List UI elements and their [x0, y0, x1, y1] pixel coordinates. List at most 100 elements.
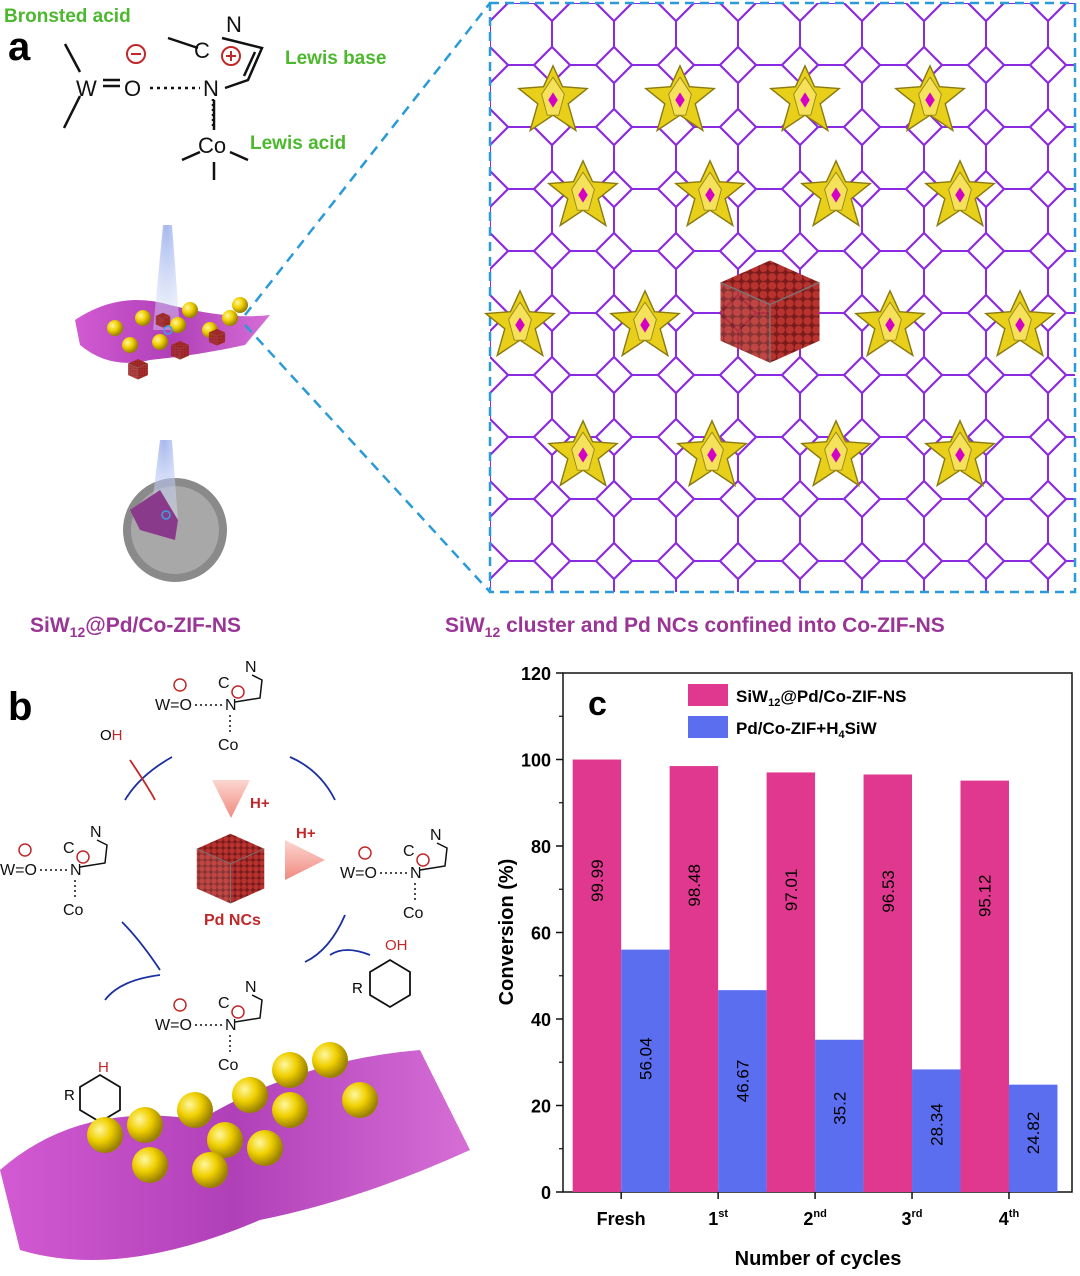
siw12-particle-icon [272, 1052, 308, 1088]
x-tick-label: 2nd [803, 1208, 826, 1229]
bar-value-label: 97.01 [782, 869, 801, 912]
atom-Co: Co [198, 133, 226, 158]
bar-value-label: 96.53 [879, 870, 898, 913]
svg-text:W=O: W=O [155, 1017, 192, 1034]
y-tick-label: 20 [531, 1097, 551, 1117]
siw12-particle-icon [232, 1077, 268, 1113]
panel-label-a: a [8, 25, 31, 69]
x-tick-label: 1st [708, 1208, 728, 1229]
panel-label-b: b [8, 685, 32, 729]
atom-C: C [194, 38, 210, 63]
bar-series2 [718, 990, 767, 1192]
lewis-acid-label: Lewis acid [250, 133, 346, 154]
atom-N2: N [226, 12, 242, 37]
y-axis-label: Conversion (%) [496, 859, 518, 1006]
nanosheet-surface [0, 1050, 470, 1260]
bar-series1 [669, 766, 719, 1192]
x-tick-label: 3rd [902, 1208, 923, 1229]
bar-value-label: 24.82 [1024, 1112, 1043, 1155]
legend-swatch-series2 [688, 716, 728, 738]
bar-value-label: 35.2 [830, 1092, 849, 1125]
cycle-arrows [104, 756, 371, 1001]
bar-value-label: 99.99 [588, 859, 607, 902]
lewis-base-label: Lewis base [285, 48, 386, 69]
svg-text:Co: Co [218, 1057, 239, 1074]
bar-value-label: 98.48 [685, 864, 704, 907]
phenol-r: R [352, 980, 363, 997]
svg-text:Co: Co [218, 737, 239, 754]
microsphere-illustration [123, 440, 227, 582]
svg-text:C: C [403, 843, 415, 860]
panel-a: a Bronsted acid Lewis base Lewis acid W … [4, 6, 386, 180]
catalyst-intermediate: W=O NCN Co [155, 659, 263, 754]
svg-text:W=O: W=O [155, 697, 192, 714]
panel-label-c: c [588, 685, 607, 723]
negative-charge-icon [126, 44, 146, 64]
siw12-particle-icon [312, 1042, 348, 1078]
y-tick-label: 80 [531, 837, 551, 857]
catalyst-intermediate: W=O NCN Co [0, 824, 108, 919]
catalyst-intermediate: W=O NCN Co [340, 827, 448, 922]
legend-label-series1: SiW12@Pd/Co-ZIF-NS [736, 687, 906, 709]
svg-text:C: C [218, 675, 230, 692]
zif-lattice-view [485, 1, 1077, 594]
siw12-particle-icon [207, 1122, 243, 1158]
siw12-particle-icon [342, 1082, 378, 1118]
pd-ncs-label: Pd NCs [204, 912, 261, 929]
siw12-particle-icon [132, 1147, 168, 1183]
caption-left: SiW12@Pd/Co-ZIF-NS [30, 614, 241, 640]
siw12-particle-icon [127, 1107, 163, 1143]
x-tick-label: Fresh [597, 1209, 646, 1229]
atom-O: O [124, 76, 141, 101]
legend-swatch-series1 [688, 684, 728, 706]
bar-value-label: 56.04 [636, 1037, 655, 1080]
svg-text:Co: Co [63, 902, 84, 919]
h-plus-label-2: H+ [296, 825, 316, 842]
x-axis-label: Number of cycles [735, 1248, 902, 1270]
y-tick-label: 0 [541, 1183, 551, 1203]
siw12-particle-icon [247, 1130, 283, 1166]
proton-arrow-down-icon [212, 780, 250, 818]
molecule-structure [62, 36, 264, 180]
bar-value-label: 28.34 [927, 1103, 946, 1146]
product-r: R [64, 1087, 75, 1104]
siw12-particle-icon [272, 1092, 308, 1128]
positive-charge-icon [221, 46, 241, 66]
zoom-guide-lines [244, 2, 491, 593]
bar-series2 [621, 949, 670, 1192]
product-h: H [98, 1059, 109, 1076]
svg-text:C: C [63, 840, 75, 857]
proton-arrow-right-icon [285, 840, 325, 880]
svg-text:N: N [90, 824, 102, 841]
isopropanol-oh: OH [100, 727, 123, 744]
bar-series1 [960, 780, 1009, 1192]
svg-text:C: C [218, 995, 230, 1012]
svg-text:N: N [430, 827, 442, 844]
bar-value-label: 46.67 [733, 1060, 752, 1103]
bar-series2 [912, 1069, 961, 1192]
siw12-particle-icon [87, 1117, 123, 1153]
svg-text:W=O: W=O [0, 862, 37, 879]
svg-text:N: N [225, 697, 237, 714]
panel-c-chart: c SiW12@Pd/Co-ZIF-NS Pd/Co-ZIF+H4SiW Num… [496, 664, 1073, 1270]
pd-nanocube-b [196, 833, 265, 904]
svg-text:N: N [70, 862, 82, 879]
bar-series2 [1008, 1084, 1058, 1192]
svg-text:N: N [245, 659, 257, 676]
bar-series1 [766, 772, 816, 1192]
y-tick-label: 40 [531, 1010, 551, 1030]
y-tick-label: 100 [521, 751, 551, 771]
bronsted-acid-label: Bronsted acid [4, 6, 131, 27]
probe-cone-icon [153, 225, 180, 330]
h-plus-label-1: H+ [250, 795, 270, 812]
legend-label-series2: Pd/Co-ZIF+H4SiW [736, 719, 878, 741]
catalyst-intermediate: W=O NCN Co [155, 979, 263, 1074]
siw12-particle-icon [177, 1092, 213, 1128]
x-tick-label: 4th [999, 1208, 1020, 1229]
y-tick-label: 60 [531, 924, 551, 944]
svg-text:Co: Co [403, 905, 424, 922]
svg-text:N: N [245, 979, 257, 996]
atom-N: N [203, 76, 219, 101]
atom-W: W [76, 76, 97, 101]
